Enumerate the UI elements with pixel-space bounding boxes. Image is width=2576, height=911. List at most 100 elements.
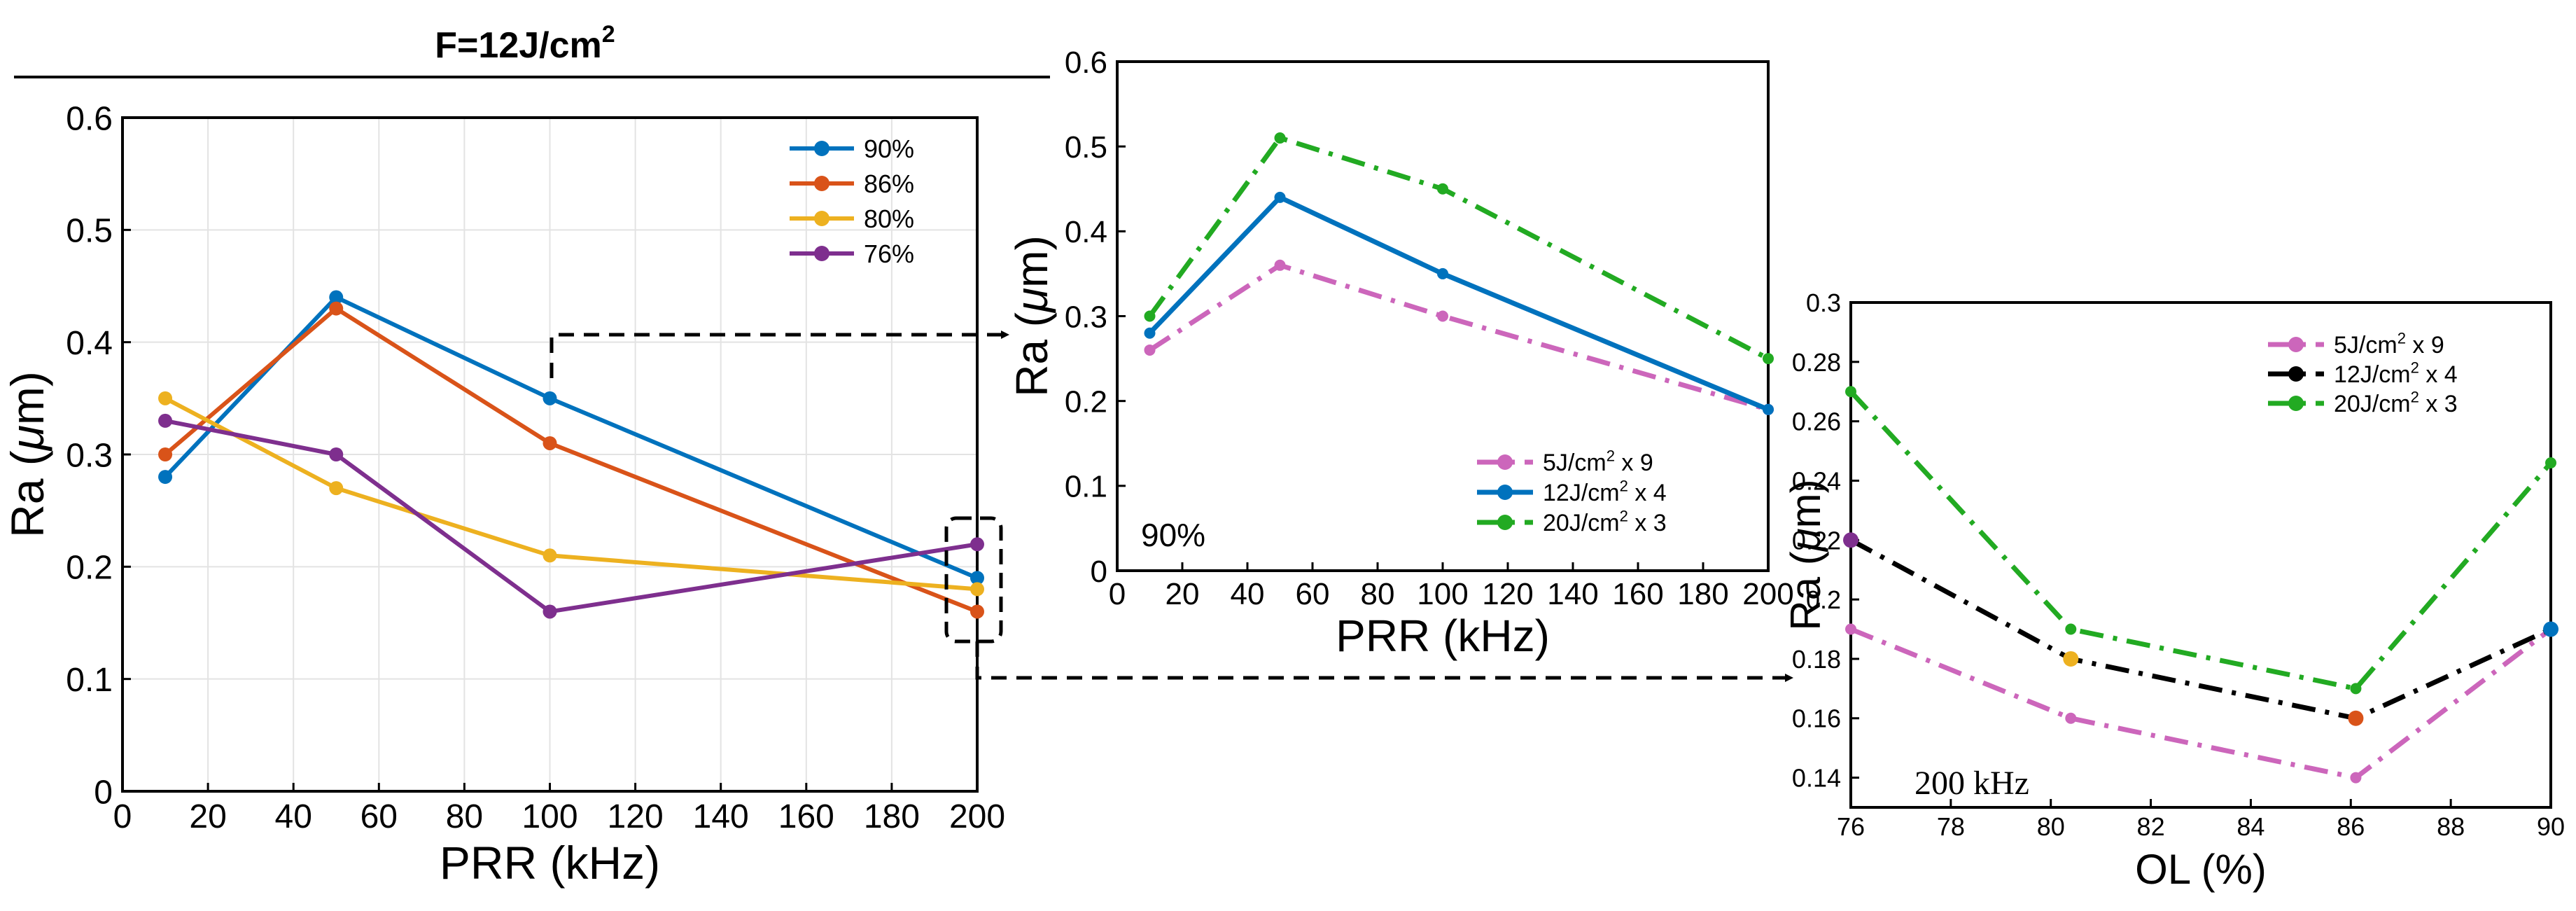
data-point [2350, 772, 2362, 784]
y-tick-label: 0.4 [66, 325, 113, 362]
legend-swatch-marker [2288, 366, 2304, 382]
y-axis-label-mu: μ [1782, 528, 1829, 552]
y-tick-label: 0.3 [1065, 300, 1107, 334]
x-tick-label: 0 [113, 798, 132, 835]
data-point [1763, 403, 1774, 415]
data-point [1437, 267, 1448, 279]
x-tick-label: 160 [1612, 577, 1663, 611]
y-tick-label: 0.2 [1065, 385, 1107, 419]
legend-entry-superscript: 2 [1606, 447, 1615, 465]
legend-entry: 5J/cm2 x 9 [1543, 447, 1653, 477]
x-tick-label: 78 [1937, 812, 1965, 841]
x-tick-label: 40 [1231, 577, 1265, 611]
legend-swatch-marker [814, 141, 830, 156]
data-point [542, 548, 557, 563]
x-tick-label: 20 [1166, 577, 1200, 611]
y-tick-label: 0.4 [1065, 215, 1107, 249]
x-tick-label: 140 [693, 798, 749, 835]
x-tick-label: 84 [2236, 812, 2264, 841]
x-tick-label: 120 [1482, 577, 1533, 611]
legend-entry-name: 80% [864, 204, 914, 233]
legend-entry: 5J/cm2 x 9 [2334, 330, 2444, 359]
legend-entry-name: 90% [864, 134, 914, 163]
data-point [329, 290, 344, 305]
data-point [1144, 310, 1156, 322]
series-line-3 [1849, 389, 2553, 691]
data-point [1274, 132, 1286, 144]
plot-area-frame [1849, 301, 2552, 809]
data-point [329, 481, 344, 496]
series-line-1 [1849, 627, 2553, 781]
y-axis-label: Ra (μm) [1007, 235, 1057, 397]
y-axis-label: Ra (μm) [1, 371, 53, 538]
data-point [542, 391, 557, 405]
legend-entry: 86% [864, 169, 914, 198]
highlight-point [2543, 621, 2558, 637]
y-tick-label: 0.2 [1806, 585, 1841, 614]
y-axis-label-tail: m) [1782, 479, 1829, 528]
legend-entry-tail: x 3 [2419, 391, 2458, 417]
panel-annotation: 90% [1141, 517, 1205, 553]
highlight-point [2063, 651, 2079, 667]
y-tick-label: 0.16 [1792, 704, 1841, 733]
series-line-2 [1849, 538, 2552, 721]
legend-swatch-marker [2288, 337, 2304, 352]
data-point [970, 582, 984, 597]
legend-entry-superscript: 2 [2411, 389, 2419, 406]
data-point [2545, 457, 2556, 469]
legend-entry-superscript: 2 [1620, 508, 1628, 525]
data-point [329, 301, 344, 316]
legend-entry-name: 5J/cm [2334, 332, 2398, 359]
x-tick-label: 88 [2437, 812, 2465, 841]
data-point [1845, 386, 1856, 398]
legend-entry-superscript: 2 [2398, 330, 2406, 347]
y-axis-label-mu: μ [1007, 288, 1057, 314]
legend-entry: 20J/cm2 x 3 [2334, 389, 2458, 418]
data-point [1274, 191, 1286, 203]
panel-annotation: 200 kHz [1914, 765, 2029, 802]
x-tick-label: 180 [864, 798, 920, 835]
figure-header: F=12J/cm2 [435, 21, 615, 66]
legend-entry: 90% [864, 134, 914, 163]
legend-entry: 76% [864, 239, 914, 268]
y-tick-label: 0.1 [1065, 470, 1107, 504]
y-axis-label-mu: μ [1, 425, 53, 452]
x-tick-label: 100 [1417, 577, 1468, 611]
data-point [1845, 623, 1856, 635]
figure-header-superscript: 2 [602, 21, 615, 48]
y-tick-label: 0.22 [1792, 526, 1841, 555]
y-axis-label-main: Ra ( [1, 450, 53, 538]
data-point [158, 391, 173, 405]
legend-entry-name: 5J/cm [1543, 450, 1606, 476]
figure-header-text: F=12J/cm [435, 25, 602, 66]
series-line-4 [164, 418, 978, 614]
legend-swatch-marker [814, 176, 830, 191]
data-point [970, 604, 984, 619]
x-tick-label: 180 [1677, 577, 1728, 611]
data-point [158, 413, 173, 428]
y-tick-label: 0.6 [1065, 46, 1107, 80]
y-tick-label: 0.5 [1065, 130, 1107, 165]
highlight-point [2348, 710, 2364, 726]
legend-swatch-marker [814, 211, 830, 226]
legend-swatch-marker [1497, 485, 1513, 500]
legend-entry: 20J/cm2 x 3 [1543, 508, 1667, 537]
x-tick-label: 76 [1837, 812, 1865, 841]
y-axis-label-main: Ra ( [1782, 551, 1829, 630]
data-point [1144, 344, 1156, 356]
x-tick-label: 82 [2137, 812, 2165, 841]
x-axis-label: OL (%) [2135, 846, 2267, 893]
x-tick-label: 90 [2537, 812, 2565, 841]
y-tick-label: 0.3 [1806, 288, 1841, 317]
legend-entry-name: 76% [864, 239, 914, 268]
x-tick-label: 80 [2037, 812, 2065, 841]
data-point [329, 447, 344, 461]
y-axis-label-tail: m) [1, 371, 53, 425]
legend-entry-tail: x 4 [1628, 480, 1667, 506]
x-axis-label: PRR (kHz) [440, 837, 660, 889]
x-axis-label: PRR (kHz) [1336, 611, 1550, 661]
legend-entry-superscript: 2 [1620, 478, 1628, 495]
data-point [970, 571, 984, 585]
legend-entry: 12J/cm2 x 4 [1543, 478, 1667, 507]
